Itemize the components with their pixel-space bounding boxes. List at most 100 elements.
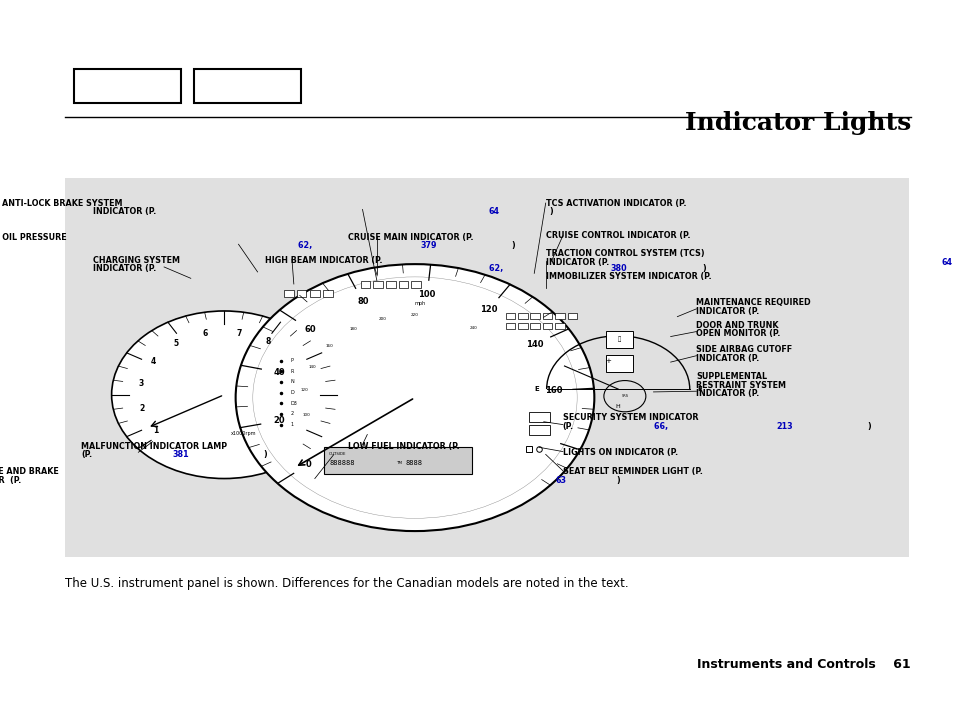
Text: INDICATOR (P.: INDICATOR (P. bbox=[93, 264, 156, 273]
Bar bbox=[605, 331, 632, 348]
Text: 0: 0 bbox=[305, 460, 311, 469]
Text: LIGHTS ON INDICATOR (P.: LIGHTS ON INDICATOR (P. bbox=[562, 448, 678, 457]
Text: CHARGING SYSTEM: CHARGING SYSTEM bbox=[93, 256, 180, 265]
Text: 381: 381 bbox=[172, 450, 189, 459]
Bar bbox=[530, 323, 539, 329]
Text: PARKING BRAKE AND BRAKE: PARKING BRAKE AND BRAKE bbox=[0, 467, 59, 476]
Text: ): ) bbox=[866, 422, 870, 431]
Text: x1000rpm: x1000rpm bbox=[231, 431, 255, 437]
Text: 379: 379 bbox=[419, 241, 436, 251]
Text: CRUISE CONTROL INDICATOR (P.: CRUISE CONTROL INDICATOR (P. bbox=[545, 231, 689, 241]
Text: TRACTION CONTROL SYSTEM (TCS): TRACTION CONTROL SYSTEM (TCS) bbox=[545, 249, 703, 258]
Text: RESTRAINT SYSTEM: RESTRAINT SYSTEM bbox=[696, 381, 785, 390]
Text: SEAT BELT REMINDER LIGHT (P.: SEAT BELT REMINDER LIGHT (P. bbox=[562, 467, 702, 476]
Text: 160: 160 bbox=[544, 386, 562, 395]
Text: H: H bbox=[616, 404, 619, 410]
Text: (P.: (P. bbox=[81, 450, 92, 459]
Bar bbox=[296, 290, 306, 297]
Text: 200: 200 bbox=[378, 317, 386, 321]
Text: 213: 213 bbox=[775, 422, 792, 431]
Text: HIGH BEAM INDICATOR (P.: HIGH BEAM INDICATOR (P. bbox=[265, 256, 382, 265]
Text: 240: 240 bbox=[469, 326, 477, 329]
Text: 62,: 62, bbox=[298, 241, 315, 251]
Text: 180: 180 bbox=[349, 327, 356, 332]
Text: 4: 4 bbox=[151, 357, 155, 366]
Text: 80: 80 bbox=[356, 297, 368, 306]
Bar bbox=[74, 69, 181, 103]
Text: OPEN MONITOR (P.: OPEN MONITOR (P. bbox=[696, 329, 780, 339]
Text: 220: 220 bbox=[411, 313, 418, 317]
Text: 888888: 888888 bbox=[329, 460, 355, 466]
Text: Instruments and Controls    61: Instruments and Controls 61 bbox=[697, 658, 910, 671]
Bar bbox=[529, 412, 550, 422]
Text: +: + bbox=[605, 358, 611, 364]
Bar bbox=[284, 290, 294, 297]
Circle shape bbox=[235, 264, 594, 531]
Bar bbox=[517, 323, 527, 329]
Text: MAINTENANCE REQUIRED: MAINTENANCE REQUIRED bbox=[696, 298, 810, 307]
Text: 60: 60 bbox=[304, 325, 315, 334]
Circle shape bbox=[112, 311, 336, 479]
Text: The U.S. instrument panel is shown. Differences for the Canadian models are note: The U.S. instrument panel is shown. Diff… bbox=[65, 577, 628, 589]
Text: TCS ACTIVATION INDICATOR (P.: TCS ACTIVATION INDICATOR (P. bbox=[545, 199, 685, 208]
Text: 140: 140 bbox=[525, 339, 542, 349]
Text: LOW FUEL INDICATOR (P.: LOW FUEL INDICATOR (P. bbox=[348, 442, 459, 451]
Text: 140: 140 bbox=[308, 365, 315, 368]
Text: 380: 380 bbox=[610, 264, 627, 273]
Text: IMMOBILIZER SYSTEM INDICATOR (P.: IMMOBILIZER SYSTEM INDICATOR (P. bbox=[545, 272, 711, 281]
Text: 63: 63 bbox=[555, 476, 566, 485]
Text: CRUISE MAIN INDICATOR (P.: CRUISE MAIN INDICATOR (P. bbox=[348, 233, 474, 242]
Bar bbox=[530, 313, 539, 320]
Text: SRS: SRS bbox=[620, 394, 628, 398]
Text: R: R bbox=[291, 368, 294, 374]
Text: Indicator Lights: Indicator Lights bbox=[684, 111, 910, 136]
Bar bbox=[360, 281, 370, 288]
Text: 7: 7 bbox=[235, 329, 241, 338]
Text: SYSTEM INDICATOR  (P.: SYSTEM INDICATOR (P. bbox=[0, 476, 22, 485]
Bar bbox=[542, 323, 552, 329]
Text: 120: 120 bbox=[479, 305, 497, 315]
Text: D: D bbox=[291, 390, 294, 395]
Text: LOW OIL PRESSURE: LOW OIL PRESSURE bbox=[0, 233, 67, 242]
Text: SUPPLEMENTAL: SUPPLEMENTAL bbox=[696, 372, 767, 381]
Text: 1: 1 bbox=[291, 422, 294, 427]
Bar bbox=[567, 313, 577, 320]
Bar bbox=[310, 290, 319, 297]
Bar bbox=[605, 355, 632, 372]
Text: 6: 6 bbox=[202, 329, 208, 339]
Bar bbox=[542, 313, 552, 320]
Text: ): ) bbox=[701, 264, 705, 273]
Bar bbox=[505, 323, 515, 329]
Text: 62,: 62, bbox=[489, 264, 506, 273]
Bar bbox=[386, 281, 395, 288]
Text: DOOR AND TRUNK: DOOR AND TRUNK bbox=[696, 321, 778, 330]
Text: 66,: 66, bbox=[654, 422, 670, 431]
Text: 8888: 8888 bbox=[405, 460, 422, 466]
Text: D3: D3 bbox=[291, 400, 297, 406]
Text: TM: TM bbox=[395, 461, 401, 465]
Text: 2: 2 bbox=[291, 411, 294, 417]
Text: ): ) bbox=[511, 241, 515, 251]
Bar bbox=[555, 323, 564, 329]
Text: ): ) bbox=[616, 476, 619, 485]
Text: SIDE AIRBAG CUTOFF: SIDE AIRBAG CUTOFF bbox=[696, 345, 792, 354]
Bar bbox=[324, 447, 472, 474]
Bar bbox=[555, 313, 564, 320]
Text: SECURITY SYSTEM INDICATOR: SECURITY SYSTEM INDICATOR bbox=[562, 413, 698, 422]
Bar bbox=[411, 281, 420, 288]
Bar bbox=[193, 69, 300, 103]
Text: 2: 2 bbox=[140, 404, 145, 413]
Bar bbox=[398, 281, 408, 288]
Text: 8: 8 bbox=[266, 337, 271, 346]
Bar bbox=[505, 313, 515, 320]
Text: P: P bbox=[291, 358, 294, 364]
Text: INDICATOR (P.: INDICATOR (P. bbox=[696, 307, 759, 316]
Text: 🚗: 🚗 bbox=[617, 337, 620, 342]
Text: OUTSIDE: OUTSIDE bbox=[329, 452, 346, 456]
Bar bbox=[517, 313, 527, 320]
Text: mph: mph bbox=[414, 301, 425, 307]
Text: INDICATOR (P.: INDICATOR (P. bbox=[545, 258, 608, 267]
Text: MALFUNCTION INDICATOR LAMP: MALFUNCTION INDICATOR LAMP bbox=[81, 442, 227, 451]
Text: E: E bbox=[534, 386, 538, 392]
Text: ANTI-LOCK BRAKE SYSTEM: ANTI-LOCK BRAKE SYSTEM bbox=[2, 199, 122, 208]
